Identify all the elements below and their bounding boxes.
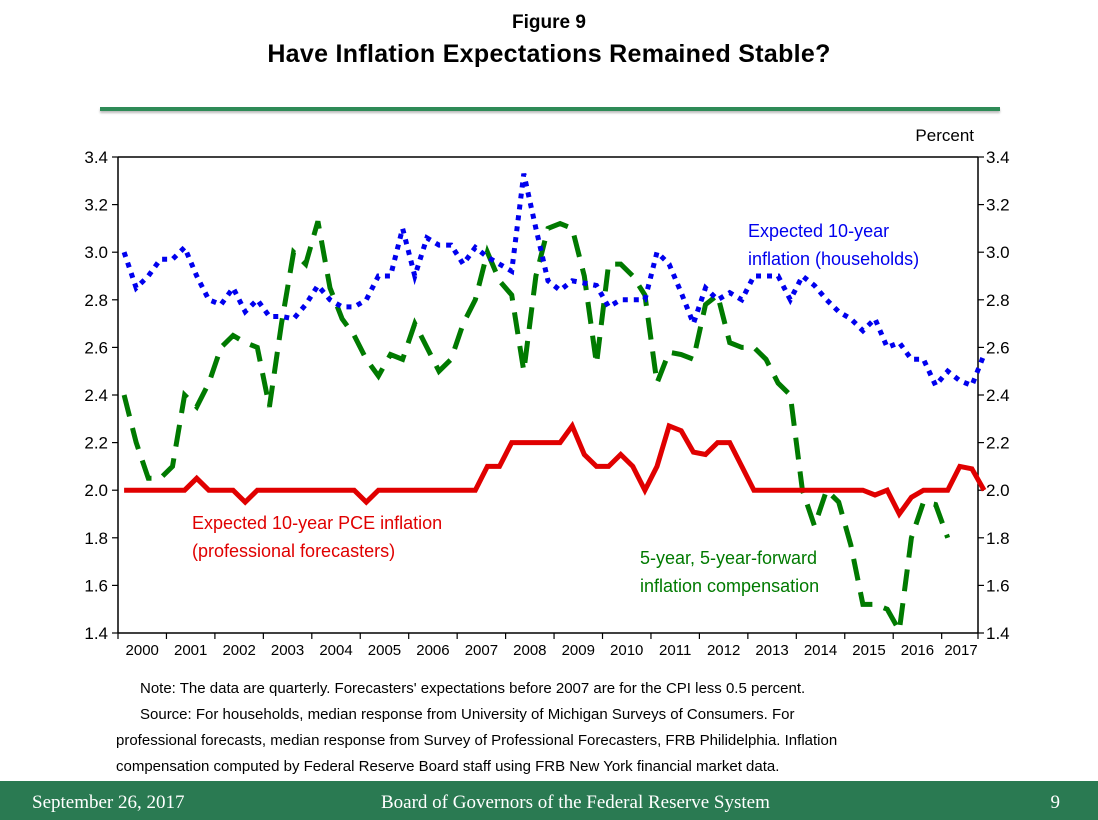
series-label: Expected 10-year — [748, 221, 889, 241]
y-tick-label-right: 1.4 — [986, 624, 1010, 643]
chart-axes: 3.4 3.4 3.2 3.2 3.0 3.0 2.8 2.8 2.6 2.6 2.4 2.4 2.2 2… — [84, 148, 1009, 659]
page-number: 9 — [1050, 792, 1061, 813]
x-tick-label: 2002 — [222, 642, 255, 659]
x-tick-label: 2014 — [804, 642, 837, 659]
y-tick-label-right: 2.4 — [986, 386, 1010, 405]
series-labels: Expected 10-year inflation (households) Ex… — [192, 221, 919, 596]
source-line: compensation computed by Federal Reserve… — [116, 758, 780, 775]
y-tick-label-left: 3.2 — [84, 196, 108, 215]
title-divider — [100, 107, 1000, 111]
figure-label: Figure 9 — [512, 12, 586, 33]
source-line: professional forecasts, median response … — [116, 732, 838, 749]
y-tick-label-left: 3.4 — [84, 148, 108, 167]
x-tick-label: 2003 — [271, 642, 304, 659]
series-dotted — [121, 173, 987, 391]
x-tick-label: 2009 — [562, 642, 595, 659]
series-label: Expected 10-year PCE inflation — [192, 513, 442, 533]
chart-title: Have Inflation Expectations Remained Sta… — [267, 40, 831, 68]
y-tick-label-right: 3.2 — [986, 196, 1010, 215]
y-tick-label-left: 2.4 — [84, 386, 108, 405]
series-layer — [121, 173, 987, 639]
x-tick-label: 2000 — [126, 642, 159, 659]
footer-organization: Board of Governors of the Federal Reserv… — [381, 792, 770, 813]
series-label: inflation compensation — [640, 576, 819, 596]
y-tick-label-right: 1.6 — [986, 576, 1010, 595]
y-tick-label-right: 2.0 — [986, 481, 1010, 500]
x-tick-label: 2004 — [319, 642, 352, 659]
series-label: 5-year, 5-year-forward — [640, 548, 817, 568]
x-tick-label: 2011 — [659, 642, 691, 659]
chart-notes: Note: The data are quarterly. Forecaster… — [100, 676, 1010, 780]
series-solid — [124, 420, 987, 519]
x-tick-label: 2007 — [465, 642, 498, 659]
y-tick-label-left: 1.4 — [84, 624, 108, 643]
x-tick-label: 2005 — [368, 642, 401, 659]
x-tick-label: 2013 — [755, 642, 788, 659]
series-line — [124, 420, 987, 519]
x-tick-label: 2017 — [944, 642, 977, 659]
y-tick-label-right: 3.0 — [986, 243, 1010, 262]
y-tick-label-left: 2.0 — [84, 481, 108, 500]
y-tick-label-right: 1.8 — [986, 529, 1010, 548]
series-label: (professional forecasters) — [192, 541, 395, 561]
y-tick-label-right: 2.8 — [986, 291, 1010, 310]
y-tick-label-right: 2.2 — [986, 434, 1010, 453]
x-tick-label: 2001 — [174, 642, 207, 659]
x-tick-label: 2006 — [416, 642, 449, 659]
y-tick-label-left: 1.6 — [84, 576, 108, 595]
x-tick-label: 2016 — [901, 642, 934, 659]
series-label: inflation (households) — [748, 249, 919, 269]
y-tick-label-left: 3.0 — [84, 243, 108, 262]
note-line: Note: The data are quarterly. Forecaster… — [140, 680, 806, 697]
y-tick-label-left: 2.8 — [84, 291, 108, 310]
series-dashed — [121, 220, 951, 639]
units-label: Percent — [915, 126, 974, 145]
y-tick-label-left: 2.2 — [84, 434, 108, 453]
source-line: Source: For households, median response … — [140, 706, 795, 723]
series-line — [121, 220, 951, 639]
y-tick-label-right: 2.6 — [986, 338, 1010, 357]
x-tick-label: 2012 — [707, 642, 740, 659]
y-tick-label-left: 1.8 — [84, 529, 108, 548]
footer-bar: September 26, 2017 Board of Governors of… — [0, 781, 1098, 820]
y-tick-label-left: 2.6 — [84, 338, 108, 357]
x-tick-label: 2015 — [852, 642, 885, 659]
footer-date: September 26, 2017 — [32, 792, 185, 813]
x-tick-label: 2008 — [513, 642, 546, 659]
x-tick-label: 2010 — [610, 642, 643, 659]
line-chart: 3.4 3.4 3.2 3.2 3.0 3.0 2.8 2.8 2.6 2.6 2.4 2.4 2.2 2… — [84, 126, 1009, 659]
y-tick-label-right: 3.4 — [986, 148, 1010, 167]
series-line — [121, 173, 987, 391]
